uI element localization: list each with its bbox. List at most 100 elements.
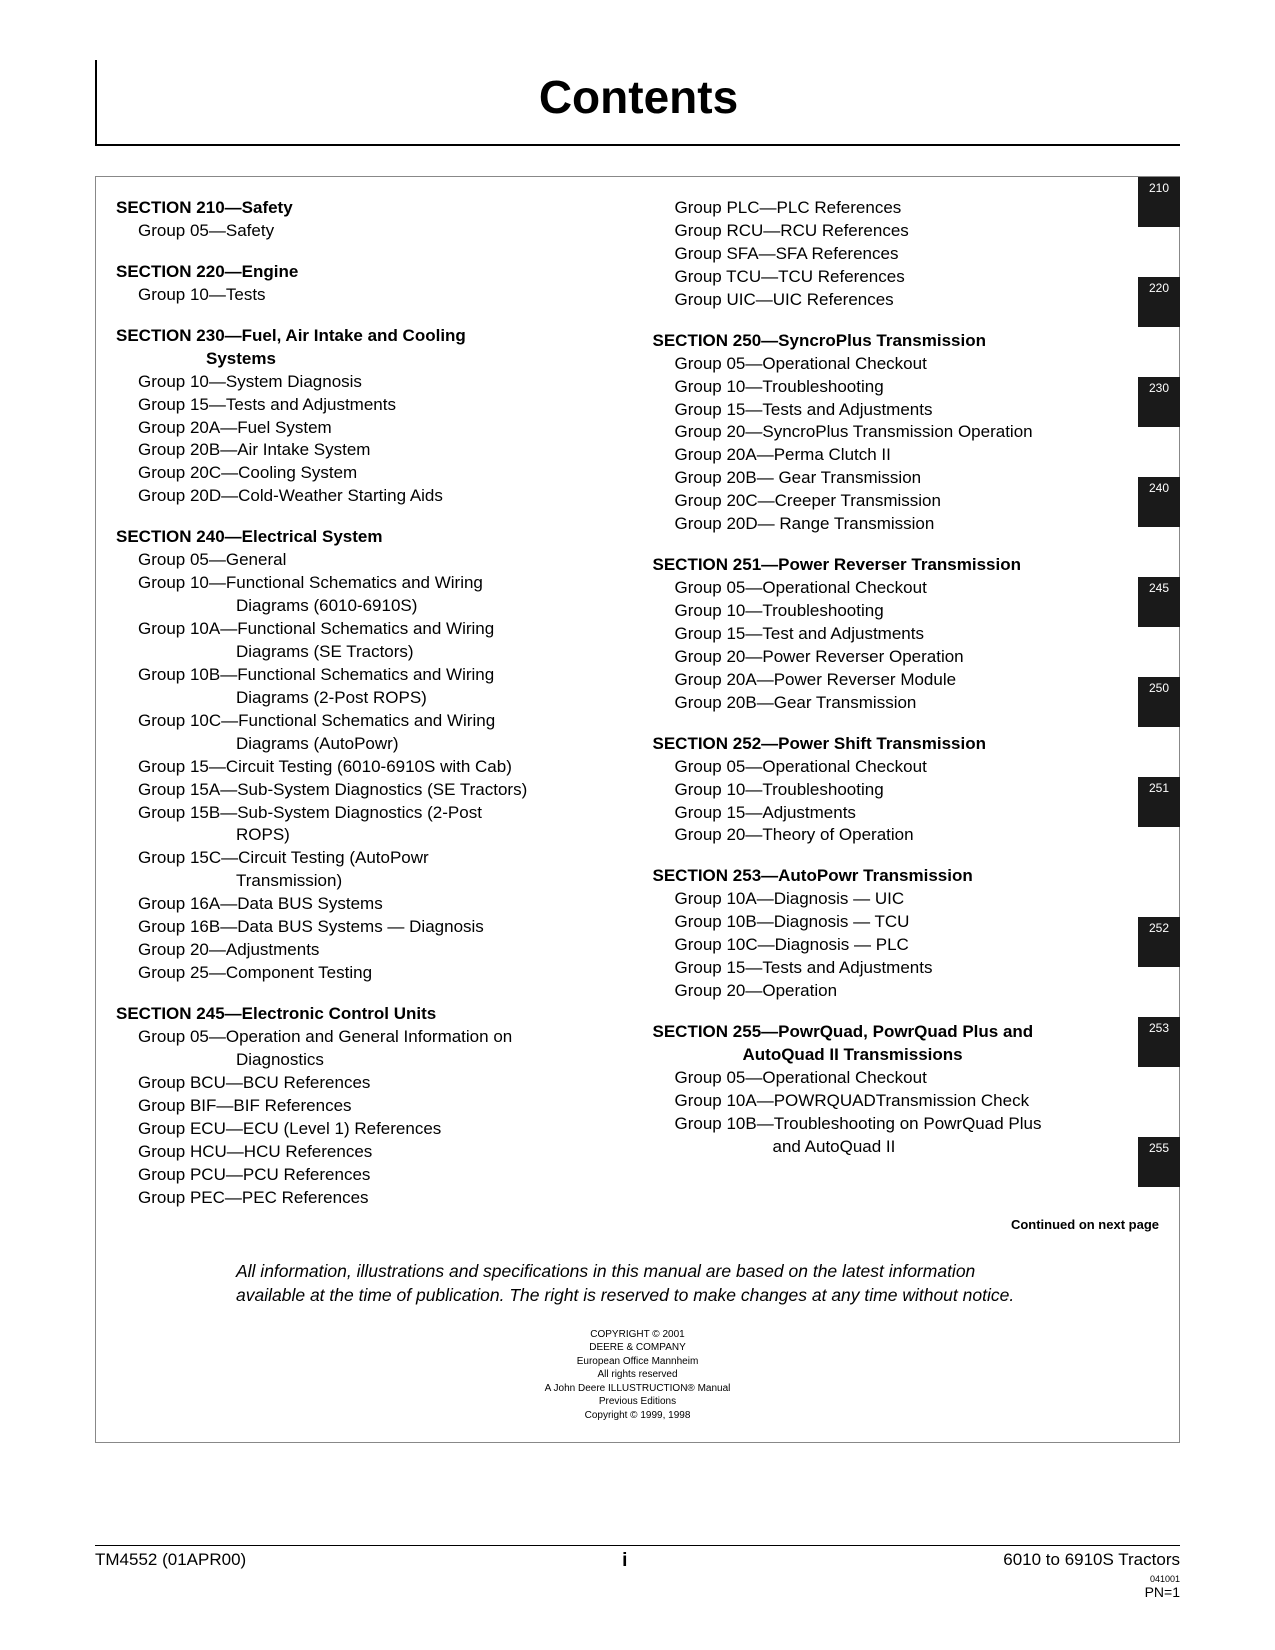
toc-entry: Group 16A—Data BUS Systems bbox=[116, 893, 623, 916]
toc-entry: Group BCU—BCU References bbox=[116, 1072, 623, 1095]
toc-entry: Group 10B—Troubleshooting on PowrQuad Pl… bbox=[653, 1113, 1160, 1136]
toc-entry: Group 20C—Cooling System bbox=[116, 462, 623, 485]
toc-entry: Group 05—Operational Checkout bbox=[653, 1067, 1160, 1090]
toc-entry: Group 10A—Diagnosis — UIC bbox=[653, 888, 1160, 911]
header: Contents bbox=[95, 60, 1180, 146]
toc-entry: Group 20—Operation bbox=[653, 980, 1160, 1003]
toc-entry: Group BIF—BIF References bbox=[116, 1095, 623, 1118]
section-tab: 252 bbox=[1138, 917, 1180, 967]
toc-entry: Group 20D—Cold-Weather Starting Aids bbox=[116, 485, 623, 508]
toc-entry: Group 25—Component Testing bbox=[116, 962, 623, 985]
toc-entry: ROPS) bbox=[116, 824, 623, 847]
copyright: COPYRIGHT © 2001DEERE & COMPANYEuropean … bbox=[96, 1328, 1179, 1423]
toc-entry: Group 10—Troubleshooting bbox=[653, 600, 1160, 623]
toc-entry: Group 10—System Diagnosis bbox=[116, 371, 623, 394]
toc-entry: Group 20—Theory of Operation bbox=[653, 824, 1160, 847]
toc-entry: Group 10—Tests bbox=[116, 284, 623, 307]
section-tab: 240 bbox=[1138, 477, 1180, 527]
section-heading: SECTION 245—Electronic Control Units bbox=[116, 1003, 623, 1026]
toc-entry: Group 20A—Fuel System bbox=[116, 417, 623, 440]
toc-entry: Group PLC—PLC References bbox=[653, 197, 1160, 220]
section-heading: SECTION 220—Engine bbox=[116, 261, 623, 284]
toc-entry: Group HCU—HCU References bbox=[116, 1141, 623, 1164]
footer-small: 041001 bbox=[95, 1574, 1180, 1584]
toc-entry: Group 20B—Gear Transmission bbox=[653, 692, 1160, 715]
toc-entry: Group PCU—PCU References bbox=[116, 1164, 623, 1187]
footer-left: TM4552 (01APR00) bbox=[95, 1550, 246, 1572]
toc-entry: Group UIC—UIC References bbox=[653, 289, 1160, 312]
section-heading: SECTION 230—Fuel, Air Intake and Cooling bbox=[116, 325, 623, 348]
toc-entry: Transmission) bbox=[116, 870, 623, 893]
section-tab: 251 bbox=[1138, 777, 1180, 827]
copyright-line: A John Deere ILLUSTRUCTION® Manual bbox=[96, 1382, 1179, 1396]
toc-entry: Group 15C—Circuit Testing (AutoPowr bbox=[116, 847, 623, 870]
toc-entry: Group 05—Operational Checkout bbox=[653, 353, 1160, 376]
toc-entry: Group 15A—Sub-System Diagnostics (SE Tra… bbox=[116, 779, 623, 802]
toc-entry: Group 05—Operation and General Informati… bbox=[116, 1026, 623, 1049]
section-heading: AutoQuad II Transmissions bbox=[653, 1044, 1160, 1067]
footer-right: 6010 to 6910S Tractors bbox=[1003, 1550, 1180, 1572]
page-title: Contents bbox=[97, 60, 1180, 134]
toc-entry: Group 20D— Range Transmission bbox=[653, 513, 1160, 536]
toc-entry: Group 15—Tests and Adjustments bbox=[653, 957, 1160, 980]
disclaimer: All information, illustrations and speci… bbox=[236, 1260, 1039, 1307]
toc-entry: Group 20C—Creeper Transmission bbox=[653, 490, 1160, 513]
toc-entry: Group 15—Circuit Testing (6010-6910S wit… bbox=[116, 756, 623, 779]
section-heading: SECTION 251—Power Reverser Transmission bbox=[653, 554, 1160, 577]
toc-entry: Group ECU—ECU (Level 1) References bbox=[116, 1118, 623, 1141]
continued-note: Continued on next page bbox=[96, 1217, 1179, 1232]
toc-entry: Group TCU—TCU References bbox=[653, 266, 1160, 289]
toc-entry: Diagrams (SE Tractors) bbox=[116, 641, 623, 664]
toc-entry: Group 05—Operational Checkout bbox=[653, 756, 1160, 779]
content-box: 210 220 230 240 245 250 251 252 253 255 SECTION 2… bbox=[95, 176, 1180, 1443]
toc-entry: Group 20A—Perma Clutch II bbox=[653, 444, 1160, 467]
toc-entry: Group 10—Troubleshooting bbox=[653, 376, 1160, 399]
section-tab: 253 bbox=[1138, 1017, 1180, 1067]
toc-entry: Group 10B—Diagnosis — TCU bbox=[653, 911, 1160, 934]
toc-entry: Diagrams (2-Post ROPS) bbox=[116, 687, 623, 710]
toc-entry: Group 20—SyncroPlus Transmission Operati… bbox=[653, 421, 1160, 444]
toc-entry: Group 20—Power Reverser Operation bbox=[653, 646, 1160, 669]
section-heading: Systems bbox=[116, 348, 623, 371]
section-heading: SECTION 240—Electrical System bbox=[116, 526, 623, 549]
section-tab: 245 bbox=[1138, 577, 1180, 627]
section-heading: SECTION 255—PowrQuad, PowrQuad Plus and bbox=[653, 1021, 1160, 1044]
left-column: SECTION 210—SafetyGroup 05—Safety SECTION… bbox=[116, 197, 638, 1209]
section-heading: SECTION 252—Power Shift Transmission bbox=[653, 733, 1160, 756]
section-tab: 255 bbox=[1138, 1137, 1180, 1187]
toc-entry: Group 10—Troubleshooting bbox=[653, 779, 1160, 802]
section-heading: SECTION 253—AutoPowr Transmission bbox=[653, 865, 1160, 888]
toc-entry: Group 15—Adjustments bbox=[653, 802, 1160, 825]
copyright-line: All rights reserved bbox=[96, 1368, 1179, 1382]
copyright-line: European Office Mannheim bbox=[96, 1355, 1179, 1369]
copyright-line: Previous Editions bbox=[96, 1395, 1179, 1409]
toc-entry: Group 10C—Diagnosis — PLC bbox=[653, 934, 1160, 957]
toc-entry: Diagrams (AutoPowr) bbox=[116, 733, 623, 756]
section-tab: 230 bbox=[1138, 377, 1180, 427]
copyright-line: COPYRIGHT © 2001 bbox=[96, 1328, 1179, 1342]
copyright-line: DEERE & COMPANY bbox=[96, 1341, 1179, 1355]
toc-entry: Group 10—Functional Schematics and Wirin… bbox=[116, 572, 623, 595]
section-tab: 210 bbox=[1138, 177, 1180, 227]
toc-entry: Group 15B—Sub-System Diagnostics (2-Post bbox=[116, 802, 623, 825]
right-column: Group PLC—PLC ReferencesGroup RCU—RCU Re… bbox=[638, 197, 1160, 1209]
footer: TM4552 (01APR00) i 6010 to 6910S Tractor… bbox=[95, 1545, 1180, 1600]
toc-entry: Group 05—Safety bbox=[116, 220, 623, 243]
footer-center: i bbox=[622, 1550, 627, 1572]
toc-entry: Group PEC—PEC References bbox=[116, 1187, 623, 1210]
toc-entry: Group 10B—Functional Schematics and Wiri… bbox=[116, 664, 623, 687]
toc-entry: and AutoQuad II bbox=[653, 1136, 1160, 1159]
toc-entry: Diagrams (6010-6910S) bbox=[116, 595, 623, 618]
section-heading: SECTION 210—Safety bbox=[116, 197, 623, 220]
toc-entry: Group 10A—POWRQUADTransmission Check bbox=[653, 1090, 1160, 1113]
footer-pn: PN=1 bbox=[95, 1584, 1180, 1600]
toc-entry: Group 05—Operational Checkout bbox=[653, 577, 1160, 600]
toc-entry: Group 15—Tests and Adjustments bbox=[653, 399, 1160, 422]
toc-entry: Group 20A—Power Reverser Module bbox=[653, 669, 1160, 692]
toc-entry: Group RCU—RCU References bbox=[653, 220, 1160, 243]
copyright-line: Copyright © 1999, 1998 bbox=[96, 1409, 1179, 1423]
section-tab: 220 bbox=[1138, 277, 1180, 327]
toc-entry: Group 15—Tests and Adjustments bbox=[116, 394, 623, 417]
toc-entry: Group 16B—Data BUS Systems — Diagnosis bbox=[116, 916, 623, 939]
section-tab: 250 bbox=[1138, 677, 1180, 727]
